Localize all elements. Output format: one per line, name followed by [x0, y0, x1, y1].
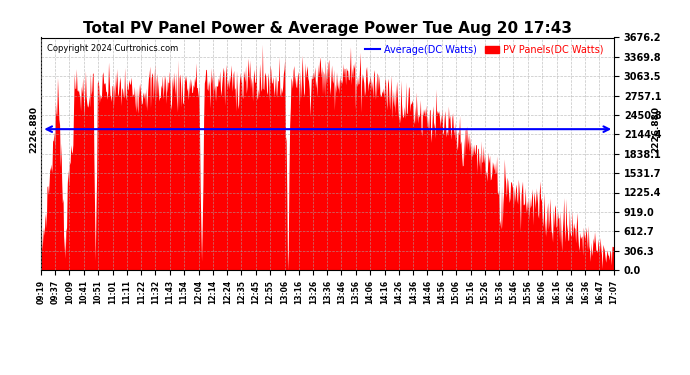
Text: 2226.880: 2226.880	[651, 106, 660, 153]
Legend: Average(DC Watts), PV Panels(DC Watts): Average(DC Watts), PV Panels(DC Watts)	[366, 45, 604, 55]
Text: 2226.880: 2226.880	[30, 106, 39, 153]
Title: Total PV Panel Power & Average Power Tue Aug 20 17:43: Total PV Panel Power & Average Power Tue…	[83, 21, 572, 36]
Text: Copyright 2024 Curtronics.com: Copyright 2024 Curtronics.com	[47, 45, 179, 54]
